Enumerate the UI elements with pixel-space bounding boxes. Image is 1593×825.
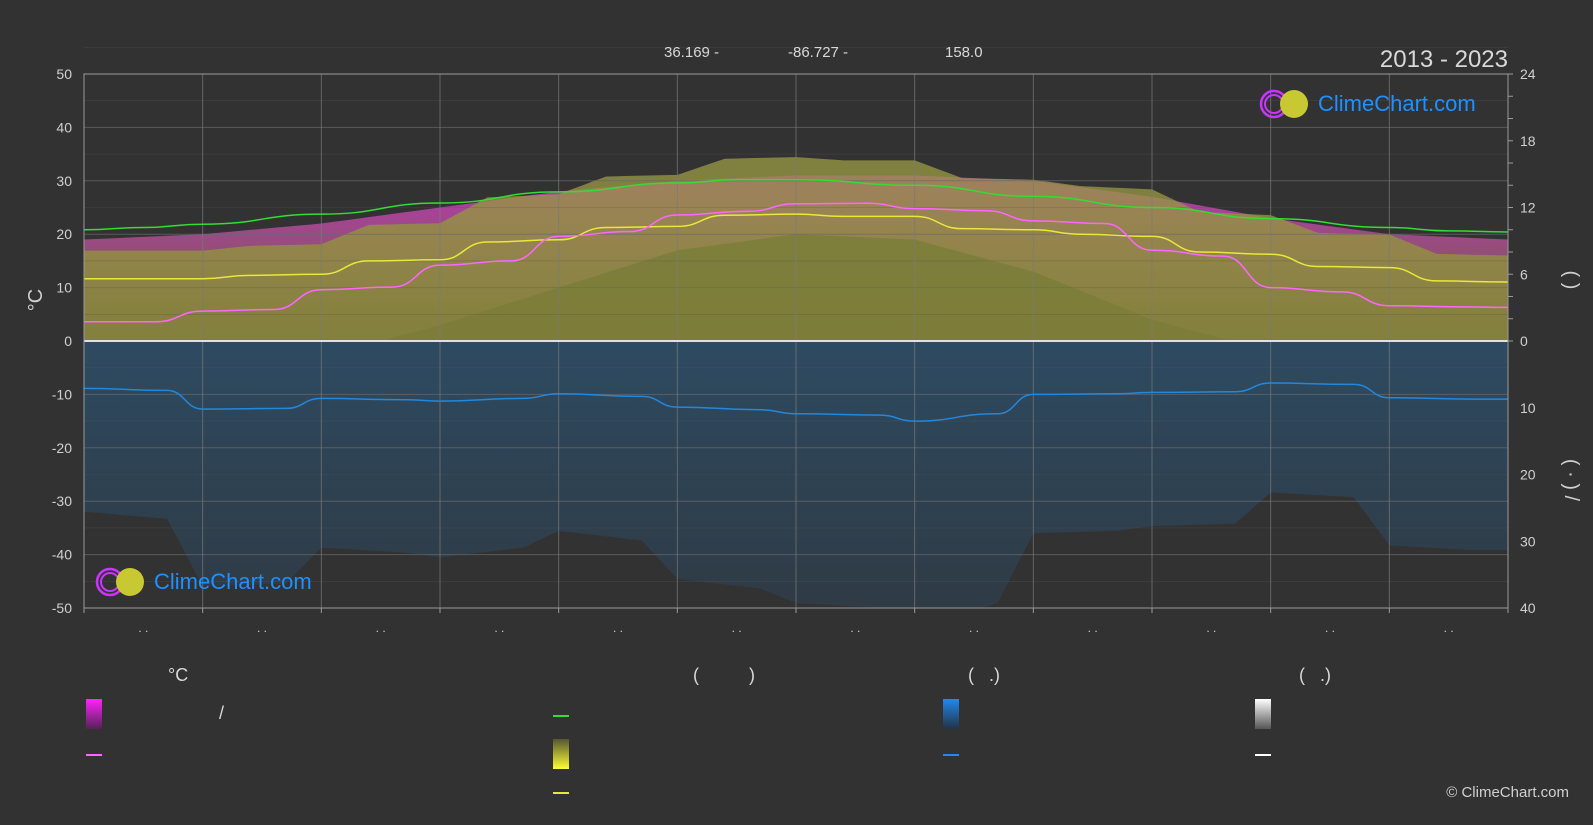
y-tick-label-left: 50 bbox=[56, 66, 72, 82]
climechart-logo-icon bbox=[1259, 89, 1308, 119]
y-tick-label-right-top: 24 bbox=[1520, 66, 1536, 82]
latitude-label: 36.169 - bbox=[664, 44, 720, 61]
logo-top: ClimeChart.com bbox=[1258, 88, 1476, 120]
precipitation-line bbox=[84, 382, 1508, 422]
y-tick-label-left: -20 bbox=[52, 440, 72, 456]
y-tick-label-left: -50 bbox=[52, 600, 72, 616]
x-tick-label: . . bbox=[1206, 621, 1216, 635]
legend-sunshine-swatch bbox=[553, 739, 569, 769]
y-tick-label-left: 30 bbox=[56, 173, 72, 189]
y-tick-label-right-bottom: 20 bbox=[1520, 467, 1536, 483]
x-tick-label: . . bbox=[1444, 621, 1454, 635]
x-tick-label: . . bbox=[1325, 621, 1335, 635]
y-tick-label-left: -10 bbox=[52, 386, 72, 402]
y-axis-title-left: °C bbox=[25, 289, 47, 311]
x-tick-label: . . bbox=[1088, 621, 1098, 635]
y-tick-label-right-top: 12 bbox=[1520, 200, 1536, 216]
elevation-label: 158.0 bbox=[945, 44, 983, 61]
copyright: © ClimeChart.com bbox=[1446, 784, 1569, 801]
legend-head-snow: ( .) bbox=[1299, 665, 1331, 685]
y-axis-title-right-top: ( ) bbox=[1560, 271, 1582, 290]
longitude-label: -86.727 - bbox=[788, 44, 849, 61]
y-tick-label-left: -40 bbox=[52, 547, 72, 563]
legend-snow-swatch bbox=[1255, 699, 1271, 729]
y-tick-label-right-top: 6 bbox=[1520, 266, 1528, 282]
legend-temp-range-swatch bbox=[86, 699, 102, 729]
y-tick-label-left: 10 bbox=[56, 280, 72, 296]
y-axis-title-right-bottom: ( · ) / bbox=[1560, 459, 1582, 502]
y-tick-label-left: 0 bbox=[64, 333, 72, 349]
legend-head-temperature: °C bbox=[168, 665, 189, 685]
x-tick-label: . . bbox=[376, 621, 386, 635]
logo-bottom: ClimeChart.com bbox=[94, 566, 312, 598]
legend-precip-swatch bbox=[943, 699, 959, 729]
logo-text: ClimeChart.com bbox=[154, 569, 312, 594]
x-tick-label: . . bbox=[613, 621, 623, 635]
y-tick-label-right-bottom: 40 bbox=[1520, 600, 1536, 616]
y-tick-label-right-bottom: 30 bbox=[1520, 533, 1536, 549]
logo-text: ClimeChart.com bbox=[1318, 91, 1476, 116]
legend-head-precipitation: ( .) bbox=[968, 665, 1000, 685]
climechart-logo-icon bbox=[95, 567, 144, 597]
x-tick-label: . . bbox=[732, 621, 742, 635]
y-tick-label-right-bottom: 10 bbox=[1520, 400, 1536, 416]
sunshine-line bbox=[84, 213, 1508, 283]
year-range: 2013 - 2023 bbox=[1379, 46, 1508, 73]
y-tick-label-left: 20 bbox=[56, 226, 72, 242]
y-tick-label-right-top: 18 bbox=[1520, 133, 1536, 149]
x-tick-label: . . bbox=[494, 621, 504, 635]
x-tick-label: . . bbox=[969, 621, 979, 635]
x-tick-label: . . bbox=[138, 621, 148, 635]
daylight-line bbox=[84, 178, 1508, 233]
y-tick-label-right-top: 0 bbox=[1520, 333, 1528, 349]
y-tick-label-left: -30 bbox=[52, 493, 72, 509]
x-tick-label: . . bbox=[850, 621, 860, 635]
legend-slash: / bbox=[219, 703, 225, 723]
mean-temperature-line bbox=[84, 202, 1508, 323]
x-tick-label: . . bbox=[257, 621, 267, 635]
y-tick-label-left: 40 bbox=[56, 119, 72, 135]
legend-head-daylight: ( ) bbox=[693, 665, 755, 685]
